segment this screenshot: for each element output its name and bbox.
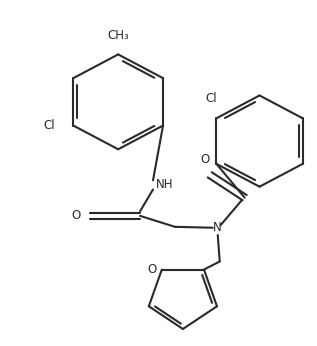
Text: O: O <box>148 263 157 276</box>
Text: Cl: Cl <box>44 119 55 132</box>
Text: N: N <box>213 221 222 234</box>
Text: CH₃: CH₃ <box>107 29 129 42</box>
Text: O: O <box>71 209 80 222</box>
Text: O: O <box>200 153 210 166</box>
Text: NH: NH <box>156 178 173 191</box>
Text: Cl: Cl <box>206 92 217 106</box>
